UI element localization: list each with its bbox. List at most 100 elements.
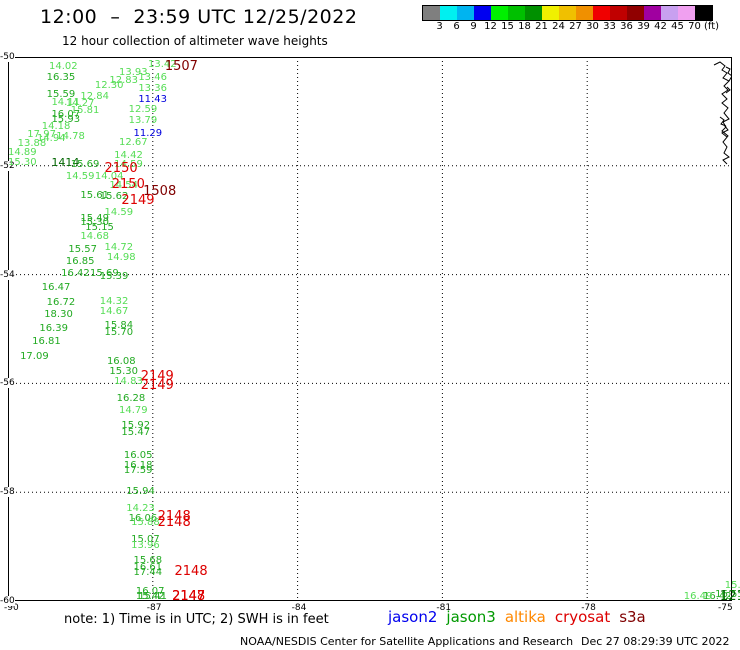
wave-height-obs: 17.44 <box>133 567 163 579</box>
wave-height-obs: 16.49 <box>683 591 713 602</box>
colorbar-label: 24 <box>552 21 565 32</box>
wave-height-obs: 13.36 <box>138 83 167 95</box>
wave-height-obs: 18.30 <box>44 308 73 320</box>
wave-height-obs: 15.81 <box>70 104 100 116</box>
wave-height-obs: 15.93 <box>51 113 81 125</box>
wave-height-obs: 14.94 <box>36 133 66 145</box>
wave-height-obs: 15.42 <box>135 591 165 602</box>
wave-height-obs: 16.05 <box>123 450 153 462</box>
footer-note: note: 1) Time is in UTC; 2) SWH is in fe… <box>64 612 329 627</box>
pass-time-label: 2147 <box>172 589 206 604</box>
wave-height-obs: 16.06 <box>128 512 158 524</box>
wave-height-obs: 15.61 <box>80 189 110 201</box>
pass-time-label: 2149 <box>121 193 155 209</box>
wave-height-obs: 15.84 <box>104 319 134 331</box>
colorbar-label: 6 <box>453 21 460 32</box>
colorbar-swatch <box>457 6 474 20</box>
y-tick-label: -56 <box>0 378 15 389</box>
wave-height-obs: 14.72 <box>104 242 134 254</box>
wave-height-obs: 14.68 <box>80 231 110 243</box>
wave-height-obs: 14.23 <box>126 503 155 515</box>
wave-height-obs: 15.68 <box>133 555 163 567</box>
wave-height-obs: 16.42 <box>61 268 90 280</box>
generation-timestamp: Dec 27 08:29:39 UTC 2022 <box>581 635 730 648</box>
colorbar-swatch <box>525 6 542 20</box>
wave-height-obs: 16.47 <box>41 281 71 293</box>
colorbar-label: 36 <box>620 21 633 32</box>
wave-height-obs: 11.29 <box>133 127 163 139</box>
pass-time-label: 2148 <box>174 563 208 579</box>
wave-height-obs: 15.49 <box>80 212 110 224</box>
colorbar-swatch <box>644 6 661 20</box>
chart-title: 12:00 – 23:59 UTC 12/25/2022 <box>40 6 358 28</box>
pass-time-label: 2147 <box>172 589 206 604</box>
wave-height-obs: 14.02 <box>49 61 78 73</box>
wave-height-obs: 14.67 <box>99 306 129 318</box>
wave-height-obs: 16.28 <box>116 393 146 405</box>
wave-height-obs: 15.88 <box>131 517 160 529</box>
colorbar-label: 18 <box>518 21 531 32</box>
y-tick-label: -54 <box>0 269 15 280</box>
pass-time-label: 1218 <box>719 589 740 604</box>
wave-height-obs: 15.47 <box>121 427 151 438</box>
wave-height-obs: 15.9 <box>724 579 740 591</box>
colorbar-label: 21 <box>535 21 548 32</box>
wave-height-obs: 14.32 <box>99 296 129 308</box>
y-tick-label: -58 <box>0 487 15 498</box>
colorbar-swatch <box>508 6 525 20</box>
colorbar-label: 9 <box>470 21 477 32</box>
wave-height-obs: 14.59 <box>65 171 95 183</box>
colorbar-swatch <box>440 6 457 20</box>
wave-height-obs: 12.30 <box>94 80 124 92</box>
wave-height-obs: 14.59 <box>104 207 134 219</box>
wave-height-obs: 16.55 <box>715 589 740 601</box>
wave-height-colorbar <box>422 5 713 21</box>
wave-height-obs: 15.39 <box>99 270 129 282</box>
pass-time-label: 1508 <box>143 183 177 199</box>
colorbar-swatch <box>678 6 695 20</box>
colorbar-label: (ft) <box>703 21 720 32</box>
wave-height-obs: 13.96 <box>131 540 160 552</box>
wave-height-obs: 15.69 <box>90 268 119 280</box>
x-tick-label: -84 <box>291 603 307 613</box>
wave-height-obs: 15.69 <box>70 159 100 171</box>
colorbar-swatch <box>542 6 559 20</box>
wave-height-obs: 16.81 <box>32 336 61 348</box>
wave-height-obs: 15.07 <box>131 533 160 545</box>
colorbar-label: 27 <box>569 21 582 32</box>
pass-time-label: 2149 <box>140 378 174 394</box>
wave-height-obs: 13.93 <box>119 66 148 78</box>
map-frame <box>8 57 732 601</box>
coastline <box>713 61 732 165</box>
colorbar-swatch <box>491 6 508 20</box>
wave-height-obs: 12.59 <box>128 103 158 115</box>
x-tick-label: -78 <box>581 603 596 613</box>
colorbar-label: 12 <box>484 21 497 32</box>
wave-height-obs: 14.42 <box>114 149 143 161</box>
wave-height-obs: 15.94 <box>126 485 155 497</box>
map-plot-area: -90 -87 -84 -81 -78 -75 -50 -52 -54 -56 -58 -60 14.0… <box>0 52 740 613</box>
colorbar-swatch <box>474 6 491 20</box>
satellite-legend-cryosat: cryosat <box>554 608 611 626</box>
wave-height-obs: 14.78 <box>56 131 85 143</box>
colorbar-label: 42 <box>654 21 667 32</box>
wave-height-obs: 11.43 <box>138 94 167 106</box>
colorbar-swatch <box>627 6 644 20</box>
credit-line: NOAA/NESDIS Center for Satellite Applica… <box>240 635 574 648</box>
wave-height-obs: 1414 <box>51 155 80 169</box>
wave-height-obs: 16.07 <box>135 586 165 598</box>
wave-height-obs: 12.84 <box>80 91 110 103</box>
wave-height-obs: 15.41 <box>138 591 167 602</box>
wave-height-obs: 13.88 <box>17 137 47 149</box>
colorbar-swatch <box>610 6 627 20</box>
wave-height-obs: 16.39 <box>39 322 68 334</box>
y-tick-label: -50 <box>0 52 15 62</box>
wave-height-obs: 16.61 <box>133 561 163 573</box>
wave-height-obs: 14.11 <box>51 96 81 108</box>
wave-height-obs: 16.35 <box>46 72 76 84</box>
wave-height-obs: 13.79 <box>128 114 158 126</box>
colorbar-swatch <box>423 6 440 20</box>
wave-height-obs: 16.08 <box>106 356 136 368</box>
wave-height-obs: 17.09 <box>20 350 49 362</box>
wave-height-obs: 15.70 <box>104 326 134 338</box>
